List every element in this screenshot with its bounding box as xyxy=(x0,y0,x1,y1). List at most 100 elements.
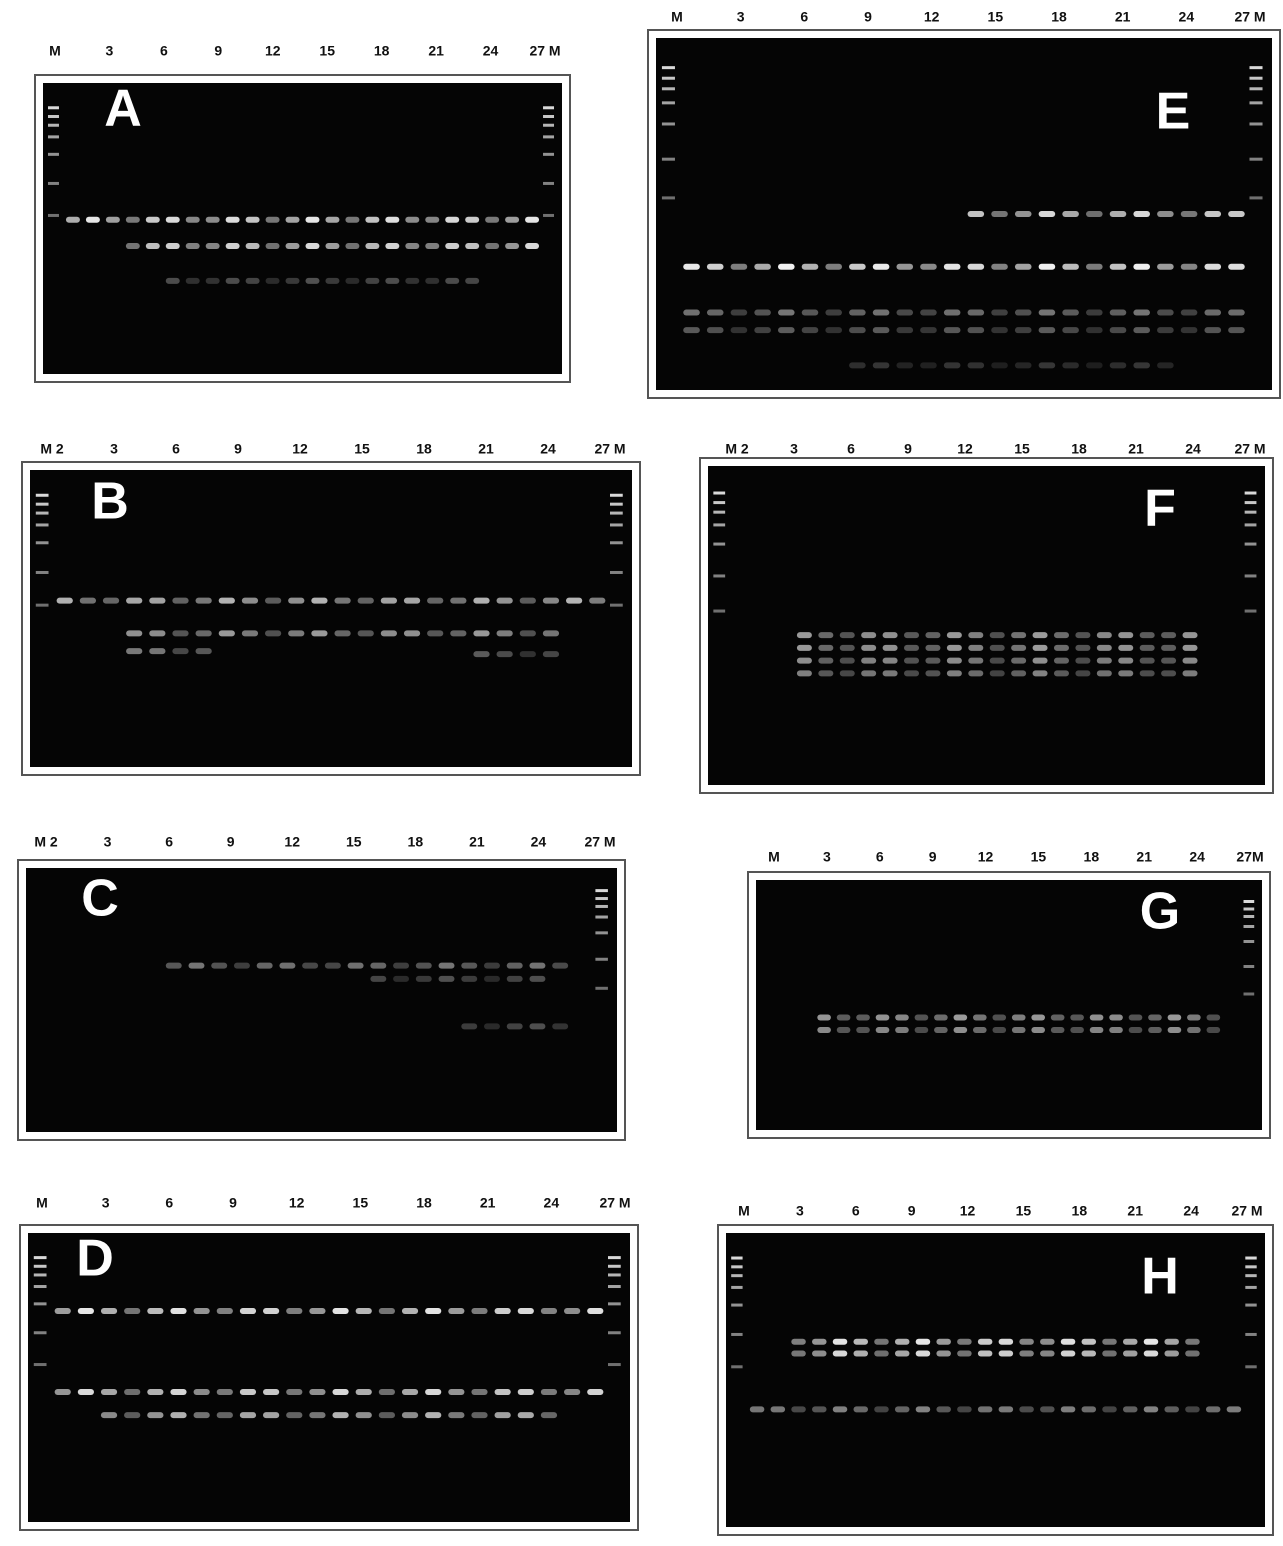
band xyxy=(947,658,962,664)
ladder-band xyxy=(1245,610,1257,613)
lane-label: 18 xyxy=(1084,849,1100,865)
band xyxy=(1161,670,1176,676)
band xyxy=(991,264,1008,270)
ladder-band xyxy=(1249,77,1262,80)
band xyxy=(968,658,983,664)
band xyxy=(518,1308,534,1314)
gel-background xyxy=(756,880,1262,1130)
band xyxy=(263,1412,279,1418)
band xyxy=(497,630,513,636)
lane-label: M 2 xyxy=(725,441,749,457)
lane-label: M 2 xyxy=(34,834,58,850)
gel-panel: EM369121518212427 M xyxy=(648,9,1280,398)
band xyxy=(405,243,419,249)
ladder-band xyxy=(610,512,623,515)
lane-label: 9 xyxy=(929,849,937,865)
band xyxy=(124,1389,140,1395)
ladder-band xyxy=(1245,1365,1256,1368)
band xyxy=(904,658,919,664)
band xyxy=(448,1389,464,1395)
ladder-band xyxy=(595,931,608,934)
band xyxy=(895,1015,909,1021)
panel-letter: G xyxy=(1140,883,1180,941)
lane-label: 6 xyxy=(800,9,808,25)
lane-label: 27 M xyxy=(1231,1203,1262,1219)
ladder-band xyxy=(543,124,554,127)
band xyxy=(791,1406,806,1412)
band xyxy=(564,1389,580,1395)
band xyxy=(1097,670,1112,676)
ladder-band xyxy=(1249,87,1262,90)
band xyxy=(840,645,855,651)
band xyxy=(461,976,477,982)
lane-label: 12 xyxy=(924,9,940,25)
band xyxy=(266,217,280,223)
band xyxy=(1051,1027,1065,1033)
band xyxy=(1185,1351,1200,1357)
lane-label: 24 xyxy=(544,1195,560,1211)
panel-letter: B xyxy=(91,473,129,531)
lane-label: M xyxy=(768,849,780,865)
ladder-band xyxy=(36,541,49,544)
band xyxy=(589,598,605,604)
band xyxy=(916,1339,931,1345)
band xyxy=(405,217,419,223)
ladder-band xyxy=(731,1257,742,1260)
band xyxy=(166,278,180,284)
band xyxy=(883,632,898,638)
band xyxy=(1039,264,1056,270)
band xyxy=(286,217,300,223)
band xyxy=(1183,658,1198,664)
ladder-band xyxy=(543,182,554,185)
band xyxy=(915,1027,929,1033)
band xyxy=(309,1308,325,1314)
lane-label: 24 xyxy=(1185,441,1201,457)
lane-label: 15 xyxy=(354,441,370,457)
band xyxy=(381,630,397,636)
band xyxy=(325,243,339,249)
band xyxy=(370,976,386,982)
band xyxy=(484,1023,500,1029)
lane-label: 6 xyxy=(852,1203,860,1219)
ladder-band xyxy=(1245,1333,1256,1336)
band xyxy=(246,278,260,284)
ladder-band xyxy=(34,1331,47,1334)
lane-label: 9 xyxy=(234,441,242,457)
band xyxy=(541,1308,557,1314)
ladder-band xyxy=(731,1265,742,1268)
lane-label: 12 xyxy=(957,441,973,457)
band xyxy=(186,243,200,249)
band xyxy=(1228,211,1245,217)
band xyxy=(149,648,165,654)
ladder-band xyxy=(1249,66,1262,69)
band xyxy=(393,976,409,982)
ladder-band xyxy=(713,492,725,495)
band xyxy=(1164,1406,1179,1412)
band xyxy=(439,976,455,982)
band xyxy=(471,1308,487,1314)
band xyxy=(992,1015,1006,1021)
band xyxy=(818,658,833,664)
band xyxy=(552,1023,568,1029)
band xyxy=(1187,1027,1201,1033)
band xyxy=(448,1412,464,1418)
band xyxy=(904,670,919,676)
band xyxy=(1140,645,1155,651)
band xyxy=(1204,211,1221,217)
band xyxy=(416,963,432,969)
lane-label: 3 xyxy=(104,834,112,850)
band xyxy=(895,1027,909,1033)
band xyxy=(1061,1339,1076,1345)
ladder-band xyxy=(1245,1265,1256,1268)
band xyxy=(78,1389,94,1395)
band xyxy=(683,310,700,316)
band xyxy=(707,327,724,333)
panel-letter: C xyxy=(81,870,119,928)
band xyxy=(999,1351,1014,1357)
band xyxy=(365,217,379,223)
band xyxy=(1110,211,1127,217)
ladder-band xyxy=(1244,993,1255,996)
band xyxy=(731,264,748,270)
band xyxy=(968,632,983,638)
band xyxy=(332,1389,348,1395)
